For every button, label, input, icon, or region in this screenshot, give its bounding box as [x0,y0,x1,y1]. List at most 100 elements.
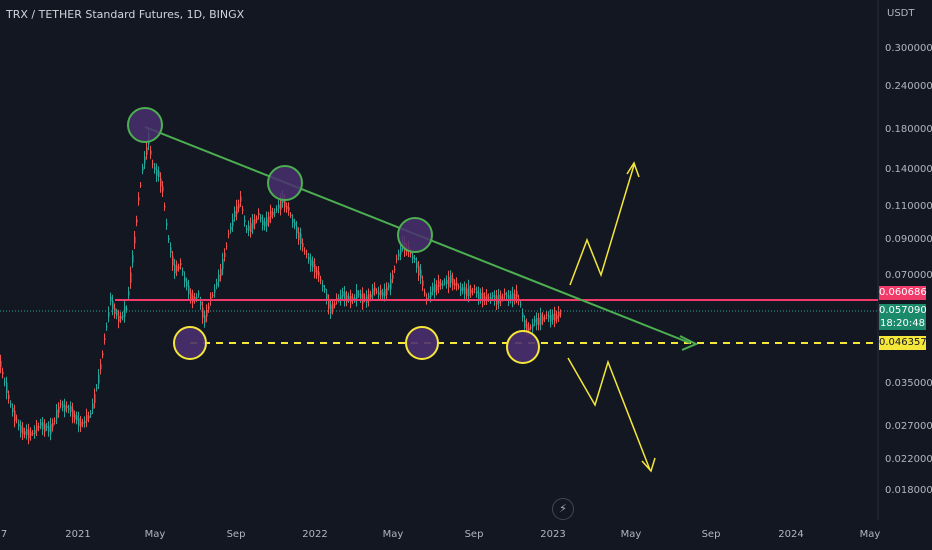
candle-body [208,305,210,310]
y-tick: 0.035000 [885,378,932,389]
bearish-projection-arrow [567,357,651,471]
candle-body [104,337,106,341]
bearish-arrowhead [641,457,656,473]
candle-body [446,279,448,285]
candle-body [14,410,16,422]
candle-body [164,205,166,208]
candle-body [290,215,292,216]
candle-body [278,204,280,209]
candle-body [184,276,186,282]
x-tick: 2022 [302,529,328,540]
candle-body [488,296,490,299]
candle-body [132,255,134,263]
candle-body [370,294,372,298]
candle-body [170,247,172,253]
x-tick: 2024 [778,529,804,540]
candle-body [92,403,94,410]
candle-body [246,228,248,230]
candle-body [86,414,88,422]
candle-body [530,327,532,329]
candle-body [82,422,84,424]
candle-body [458,286,460,288]
candle-body [412,256,414,259]
candle-body [456,282,458,286]
candle-body [328,299,330,309]
candle-body [284,199,286,207]
current-price-badge: 0.057090 [879,304,927,317]
candle-body [286,205,288,210]
candle-body [548,315,550,319]
candle-body [140,185,142,186]
lightning-icon[interactable]: ⚡ [552,498,574,520]
candle-body [190,292,192,300]
candle-body [312,260,314,268]
candle-body [248,225,250,232]
y-tick: 0.070000 [885,270,932,281]
candle-body [166,223,168,226]
candle-body [138,197,140,201]
candle-body [374,287,376,291]
candle-body [204,315,206,323]
candle-body [8,394,10,400]
candle-body [108,311,110,317]
candle-body [466,288,468,297]
candle-body [512,292,514,302]
candle-body [346,295,348,302]
candle-body [368,294,370,301]
candle-body [98,374,100,384]
candle-body [158,170,160,178]
candle-body [394,269,396,271]
candle-body [314,264,316,273]
candle-body [334,303,336,306]
candle-body [526,324,528,331]
candle-body [160,178,162,187]
candle-body [520,303,522,305]
candle-body [436,284,438,291]
candle-body [462,287,464,291]
candle-body [260,217,262,220]
candle-body [542,316,544,321]
candle-body [302,242,304,248]
candle-body [54,420,56,422]
candle-body [486,294,488,300]
candle-body [552,313,554,321]
candle-body [308,256,310,260]
x-tick: 2021 [65,529,91,540]
candle-body [30,432,32,436]
candle-body [66,405,68,409]
candle-body [76,415,78,421]
candle-body [24,431,26,435]
candle-body [228,233,230,235]
candle-body [528,327,530,331]
candle-body [44,424,46,432]
candle-body [306,253,308,255]
candle-body [136,219,138,223]
candle-body [110,296,112,302]
candle-body [112,300,114,310]
candle-body [124,306,126,317]
candle-body [304,250,306,252]
candle-body [94,394,96,403]
candle-body [524,320,526,328]
x-tick: 2023 [540,529,566,540]
candle-body [20,425,22,433]
candle-body [12,407,14,413]
candle-body [216,282,218,286]
y-tick: 0.110000 [885,201,932,212]
candle-body [252,219,254,229]
candle-body [544,318,546,320]
candle-body [78,417,80,427]
candle-body [34,430,36,434]
candle-body [100,363,102,370]
candle-body [48,426,50,432]
trough-circle [173,326,207,360]
candle-body [62,404,64,408]
x-tick: May [144,529,166,540]
candle-body [444,281,446,283]
candle-body [364,297,366,299]
candle-body [536,317,538,325]
candle-body [556,314,558,320]
chart-title: TRX / TETHER Standard Futures, 1D, BINGX [6,8,245,21]
